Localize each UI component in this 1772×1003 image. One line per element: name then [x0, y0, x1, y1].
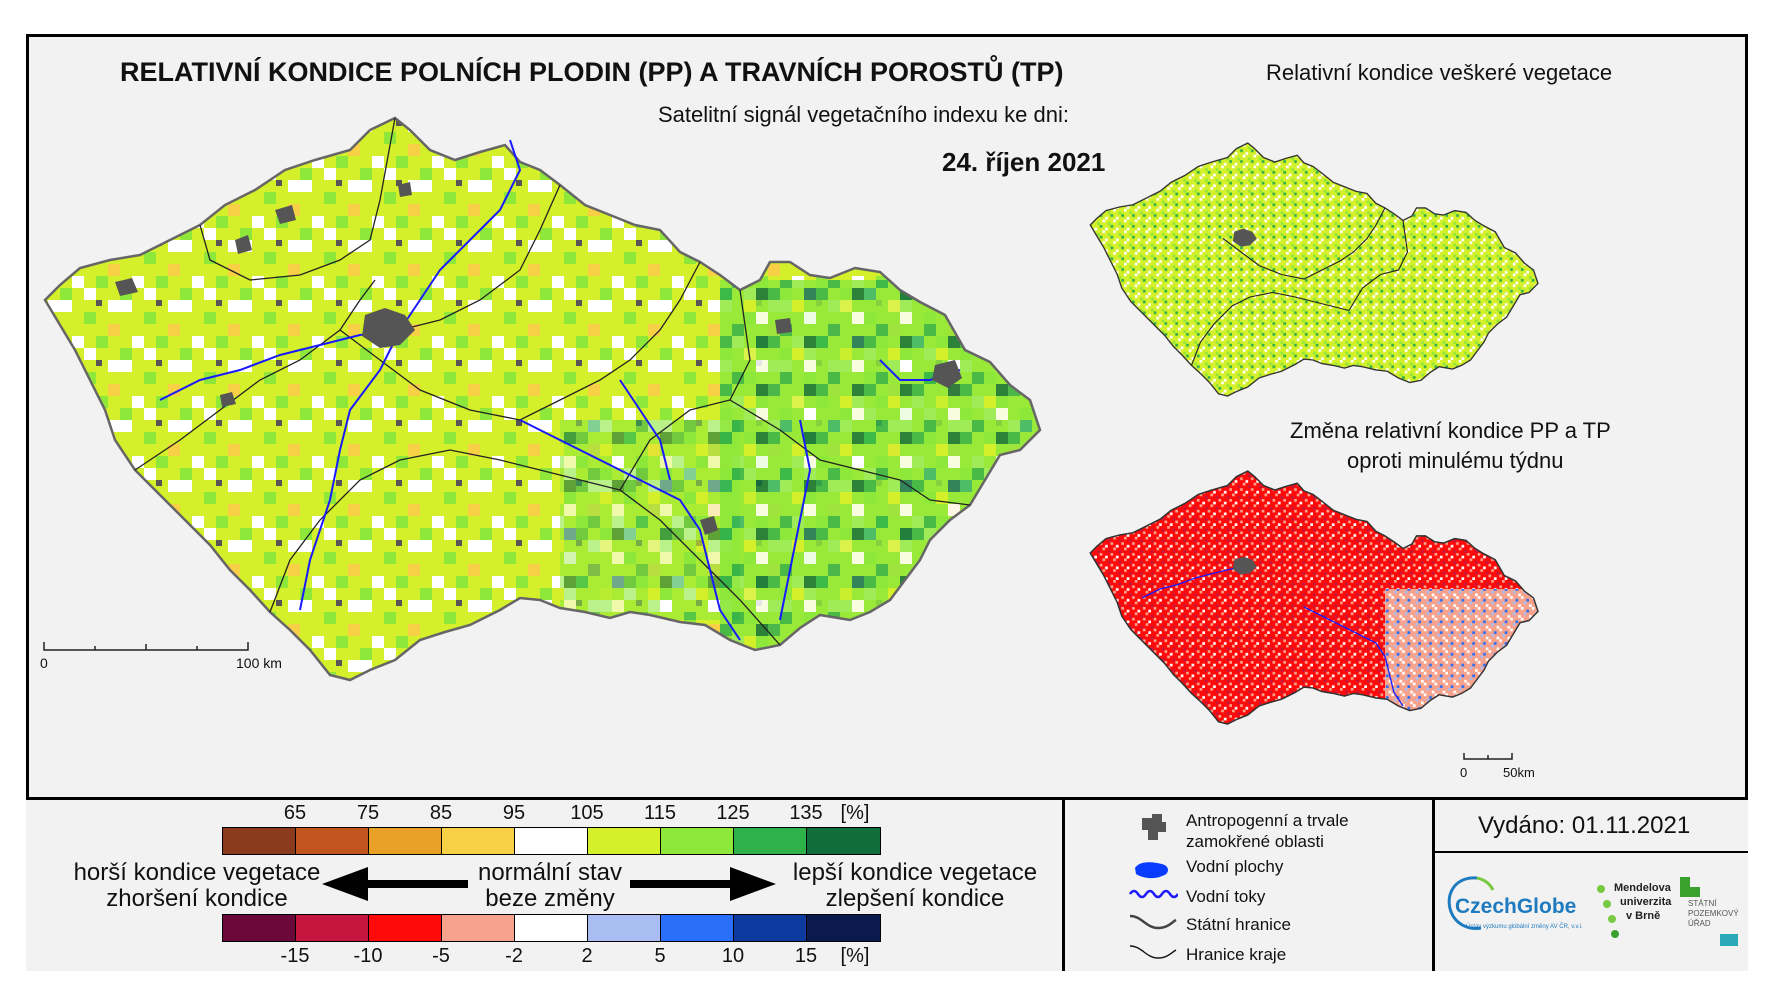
change-swatch [588, 915, 661, 941]
condition-swatch [442, 828, 515, 854]
water-body-icon [1135, 862, 1168, 879]
change-swatch [223, 915, 296, 941]
condition-swatch [734, 828, 807, 854]
mendel-dot-icon [1611, 930, 1619, 938]
condition-tick: 125 [716, 802, 750, 824]
czechglobe-subtitle: Ústav výzkumu globální změny AV ČR, v.v.… [1466, 924, 1583, 930]
condition-tick: 105 [570, 802, 604, 824]
change-swatch [369, 915, 442, 941]
worse-arrow-icon [322, 867, 468, 901]
rivers-label: Vodní toky [1186, 887, 1266, 906]
better-arrow-icon [630, 867, 776, 901]
spu-name-1: STÁTNÍ [1688, 899, 1717, 908]
worse-label-1: horší kondice vegetace [73, 859, 321, 886]
legend-divider-2 [1432, 797, 1435, 971]
main-map [43, 116, 1042, 682]
normal-label-2: beze změny [485, 885, 615, 912]
issued-date: Vydáno: 01.11.2021 [1478, 812, 1691, 839]
inset-scale-end: 50km [1503, 765, 1535, 780]
inset-vegetation-map [1089, 142, 1539, 397]
spu-name-2: POZEMKOVÝ [1688, 909, 1739, 918]
state-border-icon [1129, 914, 1177, 930]
inset-top-title: Relativní kondice veškeré vegetace [1266, 60, 1613, 85]
czechglobe-logo [1447, 876, 1495, 930]
water-bodies-label: Vodní plochy [1186, 857, 1284, 876]
change-tick: 2 [581, 945, 593, 967]
change-tick: 5 [654, 945, 666, 967]
inset-scale-bar [1463, 753, 1513, 760]
condition-tick: 75 [356, 802, 380, 824]
change-tick: -15 [280, 945, 310, 967]
river-icon [1128, 889, 1178, 899]
urban-label: Antropogenní a trvale zamokřené oblasti [1186, 811, 1349, 851]
worse-label-2: zhoršení kondice [106, 885, 288, 912]
region-border-label: Hranice kraje [1186, 945, 1287, 964]
condition-tick: 135 [789, 802, 823, 824]
inset-change-map [1089, 470, 1539, 725]
spu-logo-bar [1720, 934, 1738, 946]
map-canvas [43, 116, 1539, 760]
czechglobe-name: CzechGlobe [1455, 895, 1577, 918]
urban-area-icon [1142, 814, 1166, 840]
spu-logo-square-accent [1690, 877, 1700, 887]
mendel-name-1: Mendelova [1614, 882, 1671, 894]
change-color-scale [222, 914, 881, 942]
condition-tick: 115 [644, 802, 676, 824]
inset-scale-zero: 0 [1460, 765, 1468, 780]
spu-name-3: ÚŘAD [1688, 919, 1711, 928]
mendel-name-2: univerzita [1620, 896, 1672, 908]
change-swatch [734, 915, 807, 941]
condition-tick: 65 [283, 802, 307, 824]
mendel-dot-icon [1608, 915, 1616, 923]
inset-bottom-title-1: Změna relativní kondice PP a TP [1290, 418, 1611, 443]
state-border-label: Státní hranice [1186, 915, 1291, 934]
issued-divider [1432, 851, 1748, 853]
change-swatch [442, 915, 515, 941]
subtitle: Satelitní signál vegetačního indexu ke d… [658, 102, 1069, 127]
change-tick: -5 [432, 945, 450, 967]
mendel-name-3: v Brně [1626, 910, 1661, 922]
change-swatch [661, 915, 734, 941]
legend-panel [26, 797, 1748, 971]
legend-divider-1 [1062, 797, 1065, 971]
condition-swatch [296, 828, 369, 854]
change-swatch [807, 915, 880, 941]
condition-swatch [807, 828, 880, 854]
issue-date-heading: 24. říjen 2021 [942, 147, 1106, 177]
inset-bottom-title-2: oproti minulému týdnu [1347, 448, 1564, 473]
change-tick: 15 [794, 945, 818, 967]
mendel-dot-icon [1603, 900, 1611, 908]
change-swatch [515, 915, 588, 941]
change-tick: -2 [505, 945, 523, 967]
region-border-icon [1129, 945, 1177, 959]
condition-color-scale [222, 827, 881, 855]
condition-tick: 95 [502, 802, 526, 824]
condition-tick: 85 [429, 802, 453, 824]
condition-swatch [223, 828, 296, 854]
better-label-2: zlepšení kondice [825, 885, 1005, 912]
mendel-dot-icon [1597, 885, 1605, 893]
change-swatch [296, 915, 369, 941]
condition-swatch [588, 828, 661, 854]
normal-label-1: normální stav [477, 859, 623, 886]
main-scale-end: 100 km [236, 655, 282, 671]
change-tick: 10 [721, 945, 745, 967]
condition-swatch [369, 828, 442, 854]
condition-tick: [%] [840, 802, 870, 824]
main-scale-zero: 0 [40, 655, 48, 671]
main-scale-bar [43, 642, 249, 651]
main-title: RELATIVNÍ KONDICE POLNÍCH PLODIN (PP) A … [120, 57, 1064, 87]
change-tick: [%] [840, 945, 870, 967]
condition-swatch [661, 828, 734, 854]
condition-swatch [515, 828, 588, 854]
better-label-1: lepší kondice vegetace [792, 859, 1038, 886]
change-tick: -10 [353, 945, 383, 967]
